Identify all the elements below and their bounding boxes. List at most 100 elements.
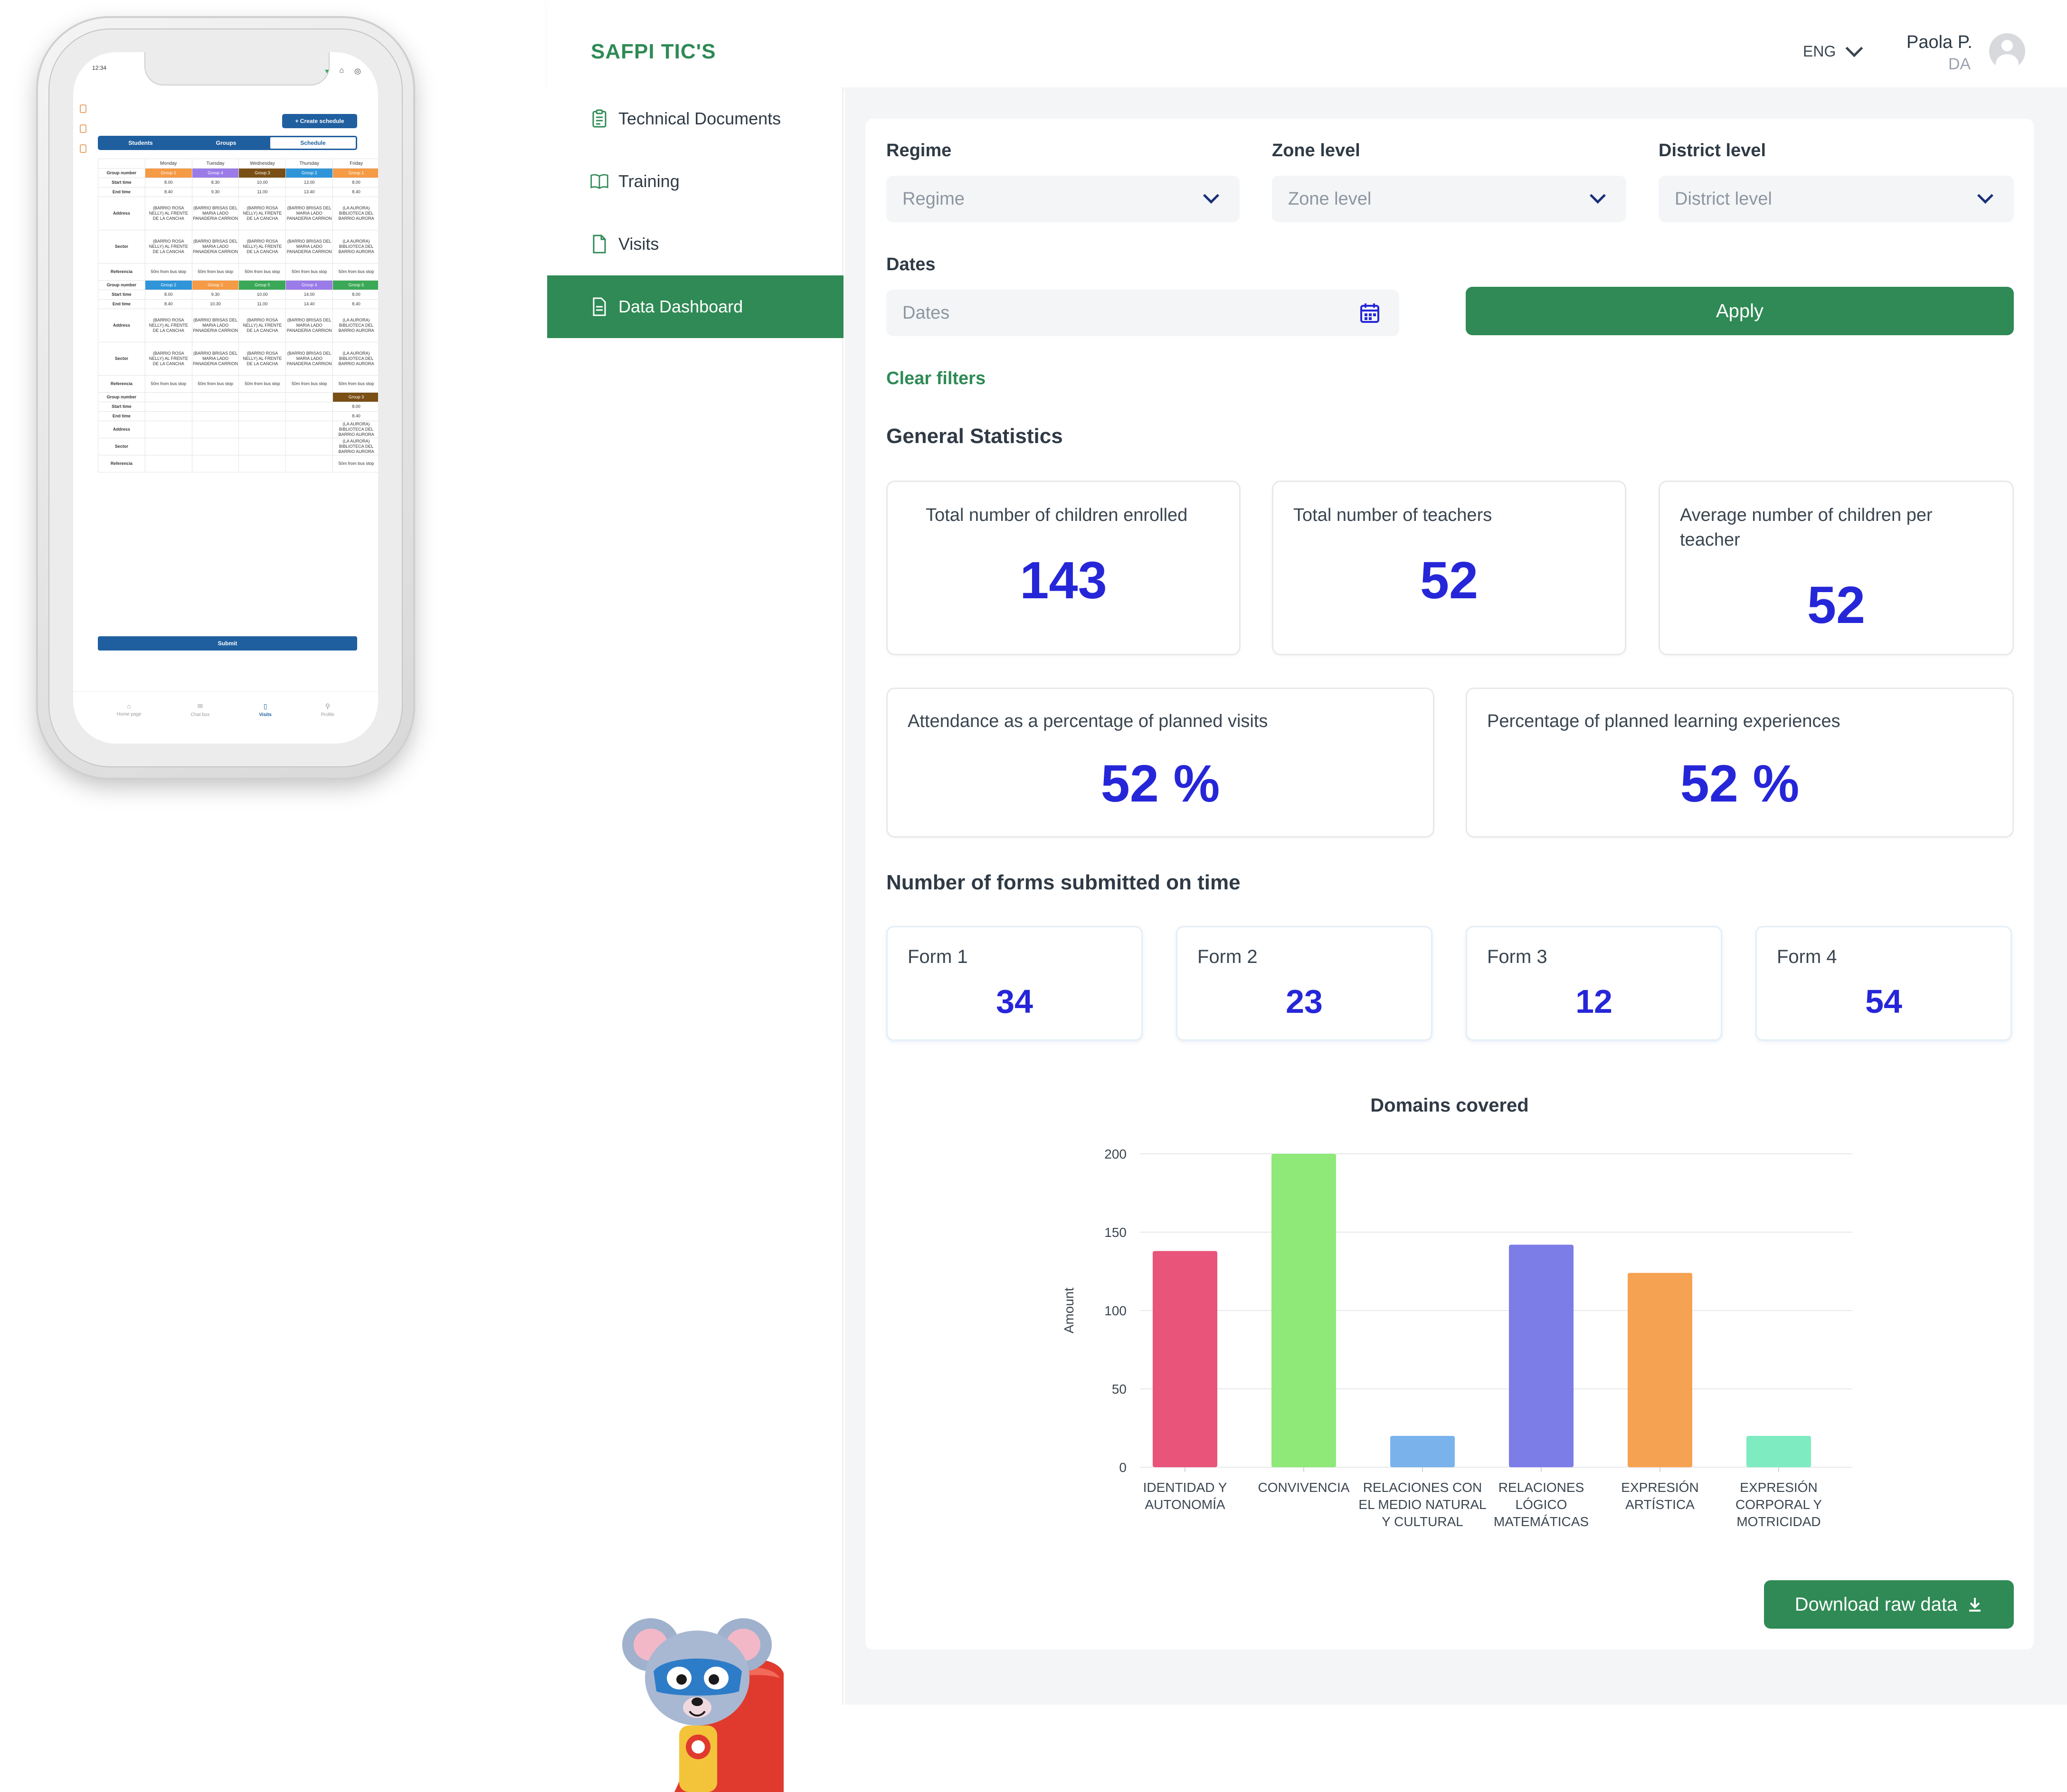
table-cell: 8.30 bbox=[191, 178, 239, 188]
x-tick-label-line: ARTÍSTICA bbox=[1625, 1497, 1695, 1512]
table-row: Referencia 50m from bus stop 50m from bus … bbox=[98, 375, 378, 393]
x-tick-label-line: Y CULTURAL bbox=[1382, 1514, 1463, 1529]
table-cell bbox=[144, 438, 192, 455]
table-cell: (BARRIO ROSA NELLY) AL FRENTE DE LA CANC… bbox=[238, 309, 286, 342]
table-cell: (LA AURORA) BIBLIOTECA DEL BARRIO AURORA bbox=[332, 197, 378, 230]
form-card-1: Form 1 34 bbox=[886, 926, 1143, 1041]
x-tick-label-line: AUTONOMÍA bbox=[1145, 1497, 1225, 1512]
group-chip: Group 5 bbox=[238, 280, 286, 290]
group-chip bbox=[191, 392, 239, 402]
phone-mockup: 12:34 ▾ ⌂ ◎ + Create schedule Students G… bbox=[38, 18, 413, 778]
regime-select[interactable]: Regime bbox=[886, 176, 1240, 222]
table-row: Group number Group 2 Group 1 Group 5 Group 4… bbox=[98, 280, 378, 290]
table-row: Address (LA AURORA) BIBLIOTECA DEL BARRIO… bbox=[98, 421, 378, 438]
table-cell: (BARRIO ROSA NELLY) AL FRENTE DE LA CANC… bbox=[144, 342, 192, 376]
x-tick-label-line: EXPRESIÓN bbox=[1621, 1480, 1698, 1495]
regime-label: Regime bbox=[886, 141, 952, 160]
wifi-icon: ▾ bbox=[325, 67, 329, 75]
nav-visits[interactable]: ▯ Visits bbox=[259, 702, 272, 717]
group-chip: Group 2 bbox=[285, 168, 333, 178]
tab-groups[interactable]: Groups bbox=[216, 140, 237, 146]
table-cell: 11.00 bbox=[238, 299, 286, 309]
document-icon bbox=[590, 297, 609, 316]
bar-5 bbox=[1628, 1273, 1692, 1467]
row-label: Address bbox=[98, 421, 145, 438]
dashboard-card bbox=[865, 119, 2034, 1650]
submit-button[interactable]: Submit bbox=[98, 636, 357, 651]
mascot-illustration bbox=[622, 1618, 784, 1792]
table-row: End time 8.40 10.30 11.00 14.40 8.40 bbox=[98, 299, 378, 309]
form-card-3: Form 3 12 bbox=[1466, 926, 1722, 1041]
bar-2 bbox=[1271, 1154, 1336, 1467]
sidebar: Technical Documents Training Visits Data… bbox=[547, 87, 844, 1792]
table-row: Start time 8.00 bbox=[98, 402, 378, 412]
chevron-down-icon bbox=[1977, 188, 1993, 204]
table-cell: (BARRIO BRISAS DEL MARIA LADO PANADERIA … bbox=[191, 230, 239, 264]
tab-students[interactable]: Students bbox=[128, 140, 153, 146]
sidebar-item-data-dashboard[interactable]: Data Dashboard bbox=[547, 275, 844, 338]
table-cell bbox=[285, 421, 333, 438]
row-label: Start time bbox=[98, 402, 145, 412]
file-icon bbox=[590, 235, 609, 254]
chevron-down-icon bbox=[1845, 39, 1863, 57]
table-row: Group number Group 1 Group 4 Group 3 Group 2… bbox=[98, 168, 378, 178]
forms-title: Number of forms submitted on time bbox=[886, 871, 1241, 894]
row-label: Address bbox=[98, 309, 145, 342]
table-cell: 50m from bus stop bbox=[238, 375, 286, 393]
table-cell bbox=[238, 421, 286, 438]
download-raw-data-button[interactable]: Download raw data bbox=[1764, 1580, 2014, 1629]
user-role: DA bbox=[1948, 55, 1971, 73]
row-label: Address bbox=[98, 197, 145, 230]
table-cell: (LA AURORA) BIBLIOTECA DEL BARRIO AURORA bbox=[332, 230, 378, 264]
dates-input[interactable]: Dates bbox=[886, 290, 1399, 336]
brand-logo[interactable]: SAFPI TIC'S bbox=[591, 40, 716, 63]
x-tick-label-line: CORPORAL Y bbox=[1735, 1497, 1822, 1512]
nav-home[interactable]: ⌂ Home page bbox=[116, 702, 142, 717]
row-label: Group number bbox=[98, 168, 145, 178]
table-row: Address (BARRIO ROSA NELLY) AL FRENTE DE … bbox=[98, 197, 378, 230]
nav-chat[interactable]: ✉ Chat box bbox=[190, 702, 210, 717]
table-cell: 50m from bus stop bbox=[191, 375, 239, 393]
table-cell: 50m from bus stop bbox=[285, 263, 333, 281]
sidebar-item-technical-documents[interactable]: Technical Documents bbox=[547, 87, 844, 150]
chat-icon: ✉ bbox=[197, 702, 203, 710]
district-select[interactable]: District level bbox=[1659, 176, 2014, 222]
sidebar-item-training[interactable]: Training bbox=[547, 150, 844, 213]
table-cell: (BARRIO ROSA NELLY) AL FRENTE DE LA CANC… bbox=[238, 342, 286, 376]
calendar-icon[interactable] bbox=[1359, 302, 1380, 329]
general-statistics-title: General Statistics bbox=[886, 424, 1063, 448]
table-row: Sector (BARRIO ROSA NELLY) AL FRENTE DE L… bbox=[98, 230, 378, 264]
create-schedule-button[interactable]: + Create schedule bbox=[282, 114, 357, 128]
nav-profile[interactable]: ⚲ Profile bbox=[321, 702, 335, 717]
table-cell: (BARRIO BRISAS DEL MARIA LADO PANADERIA … bbox=[285, 342, 333, 376]
x-tick-label: CONVIVENCIA bbox=[1258, 1480, 1350, 1495]
sidebar-item-visits[interactable]: Visits bbox=[547, 213, 844, 275]
table-cell bbox=[285, 402, 333, 412]
apply-button[interactable]: Apply bbox=[1466, 287, 2014, 335]
form-label: Form 2 bbox=[1197, 946, 1258, 967]
language-selector[interactable]: ENG bbox=[1803, 39, 1863, 60]
x-tick-label-line: CONVIVENCIA bbox=[1258, 1480, 1350, 1495]
group-chip: Group 1 bbox=[144, 168, 192, 178]
clear-filters-link[interactable]: Clear filters bbox=[886, 368, 986, 388]
table-cell bbox=[238, 438, 286, 455]
table-cell: 14.40 bbox=[285, 299, 333, 309]
table-cell bbox=[191, 455, 239, 472]
settings-icon: ◎ bbox=[354, 67, 361, 75]
user-name: Paola P. bbox=[1906, 32, 1972, 52]
group-chip bbox=[144, 392, 192, 402]
zone-select[interactable]: Zone level bbox=[1272, 176, 1626, 222]
zone-placeholder: Zone level bbox=[1288, 189, 1372, 209]
x-tick-label-line: IDENTIDAD Y bbox=[1143, 1480, 1227, 1495]
form-card-4: Form 4 54 bbox=[1755, 926, 2012, 1041]
visits-icon: ▯ bbox=[263, 702, 267, 710]
stat-label: Average number of children per teacher bbox=[1680, 505, 1933, 550]
sidebar-item-label: Training bbox=[618, 171, 680, 191]
bar-3 bbox=[1390, 1436, 1455, 1467]
table-cell bbox=[285, 438, 333, 455]
stat-value: 143 bbox=[1020, 551, 1107, 610]
bar-4 bbox=[1509, 1245, 1574, 1467]
group-chip: Group 5 bbox=[332, 280, 378, 290]
tab-schedule[interactable]: Schedule bbox=[269, 136, 357, 150]
avatar[interactable] bbox=[1989, 33, 2025, 69]
